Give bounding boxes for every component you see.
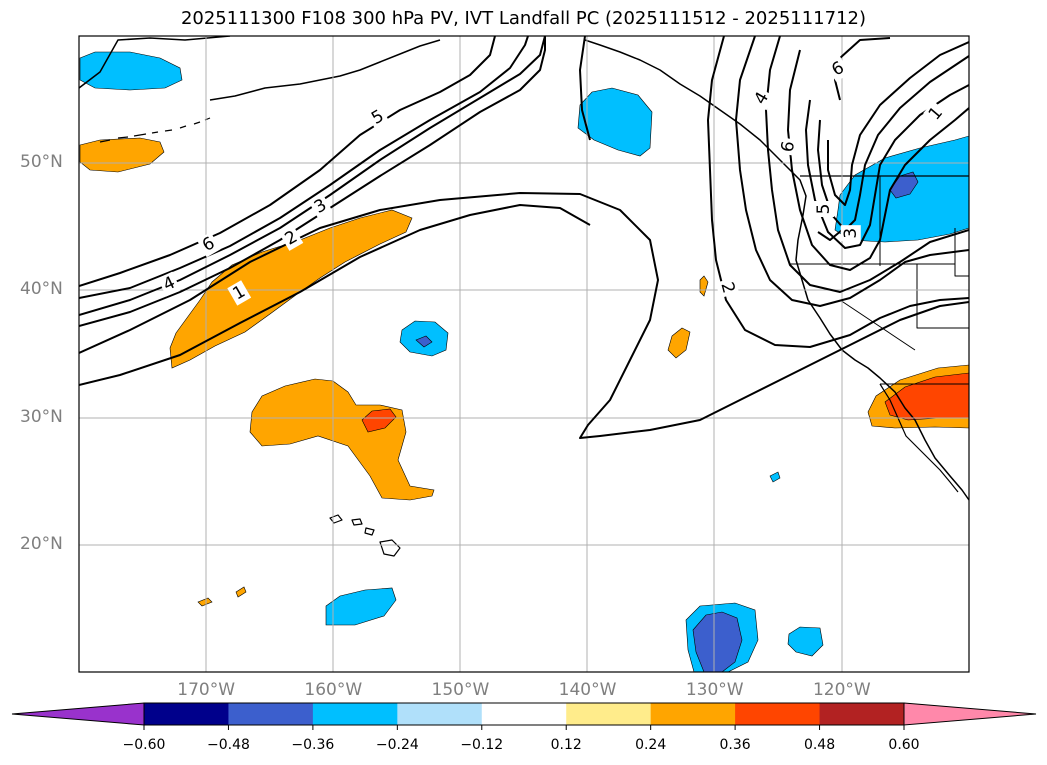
- pv-contour: [79, 36, 496, 287]
- aleutian-islands: [99, 117, 211, 143]
- contour-label-background: [826, 56, 850, 82]
- colorbar-tick-label: 0.36: [719, 737, 751, 753]
- contour-label: 6: [778, 140, 800, 154]
- contour-label-background: [715, 277, 740, 299]
- colorbar-bin: [481, 703, 567, 725]
- alaska-coastline: [79, 36, 441, 101]
- colorbar-tick-label: −0.36: [291, 737, 335, 753]
- pv-contour: [707, 36, 969, 348]
- longitude-label: 170°W: [177, 680, 236, 700]
- strong-negative-anomaly: [415, 335, 433, 348]
- positive-anomaly-region: [667, 327, 691, 359]
- colorbar-frame: [143, 702, 905, 726]
- latitude-label: 40°N: [20, 279, 63, 300]
- contour-label: 3: [841, 228, 861, 239]
- pv-contour: [817, 229, 843, 241]
- longitude-label: 140°W: [558, 680, 617, 700]
- latitude-label: 20°N: [20, 533, 63, 554]
- contour-label-background: [157, 271, 181, 297]
- colorbar-bin: [228, 703, 314, 725]
- latitude-label: 30°N: [20, 406, 63, 427]
- longitude-label: 150°W: [431, 680, 490, 700]
- contour-label-background: [308, 193, 333, 220]
- colorbar-low-extension: [11, 702, 145, 726]
- map-frame: [78, 35, 970, 673]
- contour-label: 2: [716, 280, 738, 296]
- pv-contour: [579, 36, 591, 141]
- colorbar-tick-label: −0.12: [460, 737, 504, 753]
- contour-label-background: [777, 137, 800, 157]
- pv-contour: [805, 84, 969, 249]
- colorbar-bin: [735, 703, 821, 725]
- latitude-label: 50°N: [20, 152, 63, 173]
- baja-peninsula: [879, 383, 959, 493]
- colorbar-tick-label: 0.24: [635, 737, 667, 753]
- colorbar-bin: [819, 703, 905, 725]
- colorbar-high-extension: [903, 702, 1037, 726]
- figure-title: 2025111300 F108 300 hPa PV, IVT Landfall…: [180, 8, 867, 29]
- negative-anomaly-region: [325, 587, 397, 626]
- colorbar-tick-label: 0.12: [550, 737, 582, 753]
- pv-contour: [79, 36, 546, 327]
- longitude-label: 130°W: [685, 680, 744, 700]
- pv-contour: [79, 204, 591, 386]
- colorbar-bin: [650, 703, 736, 725]
- pv-contour: [817, 55, 969, 231]
- contour-label-background: [749, 86, 775, 111]
- positive-anomaly-region: [197, 597, 213, 607]
- colorbar-bin: [144, 703, 229, 725]
- colorbar-bin: [312, 703, 398, 725]
- colorbar-tick-label: −0.60: [122, 737, 166, 753]
- colorbar-tick-label: 0.60: [888, 737, 920, 753]
- contour-label-background: [279, 225, 304, 251]
- colorbar-bin: [566, 703, 652, 725]
- contour-label: 5: [814, 204, 834, 215]
- pv-contour: [827, 41, 969, 206]
- contour-label-background: [365, 104, 390, 131]
- negative-anomaly-region: [769, 471, 781, 483]
- graticule: [79, 36, 969, 672]
- colorbar-bin: [397, 703, 483, 725]
- contour-label-background: [227, 280, 252, 306]
- longitude-label: 160°W: [304, 680, 363, 700]
- contour-label-background: [196, 231, 221, 258]
- strong-positive-anomaly: [361, 408, 397, 433]
- pv-contour: [79, 36, 529, 299]
- colorbar: [11, 702, 1037, 730]
- positive-anomaly-region: [235, 586, 247, 598]
- negative-anomaly-region: [787, 626, 824, 657]
- pv-contour: [79, 192, 969, 439]
- contour-label-background: [814, 200, 835, 217]
- state-borders: [790, 176, 969, 385]
- contour-label-background: [923, 101, 949, 127]
- colorbar-tick-label: −0.24: [375, 737, 419, 753]
- colorbar-tick-label: 0.48: [803, 737, 836, 753]
- pv-contours: [79, 36, 969, 439]
- colorbar-tick-label: −0.48: [206, 737, 250, 753]
- contour-label-background: [840, 225, 861, 242]
- pv-contour: [735, 36, 969, 307]
- hawaii-islands: [329, 514, 401, 557]
- longitude-label: 120°W: [812, 680, 871, 700]
